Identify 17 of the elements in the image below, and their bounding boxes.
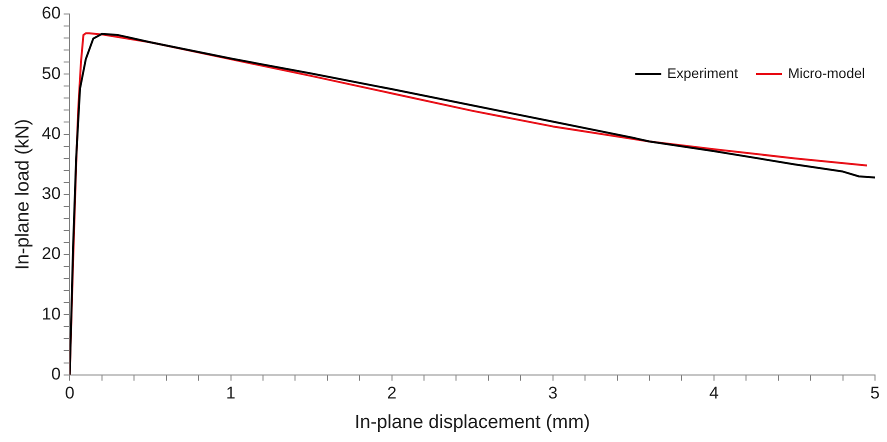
x-tick-label: 0 [64, 384, 74, 403]
y-tick-label: 0 [51, 364, 61, 384]
y-axis-title: In-plane load (kN) [12, 118, 34, 270]
x-tick-label: 2 [387, 384, 397, 403]
legend-label: Micro-model [788, 64, 865, 81]
x-axis-title: In-plane displacement (mm) [354, 412, 590, 433]
x-tick-label: 3 [548, 384, 558, 403]
y-tick-label: 10 [42, 304, 61, 324]
x-tick-label: 4 [709, 384, 719, 403]
x-tick-label: 1 [226, 384, 236, 403]
y-tick-label: 30 [42, 184, 61, 204]
legend-label: Experiment [667, 64, 738, 81]
x-tick-label: 5 [870, 384, 880, 403]
y-tick-label: 50 [42, 64, 61, 83]
y-tick-label: 40 [42, 124, 61, 143]
y-tick-label: 60 [42, 4, 61, 23]
y-tick-label: 20 [42, 244, 61, 264]
